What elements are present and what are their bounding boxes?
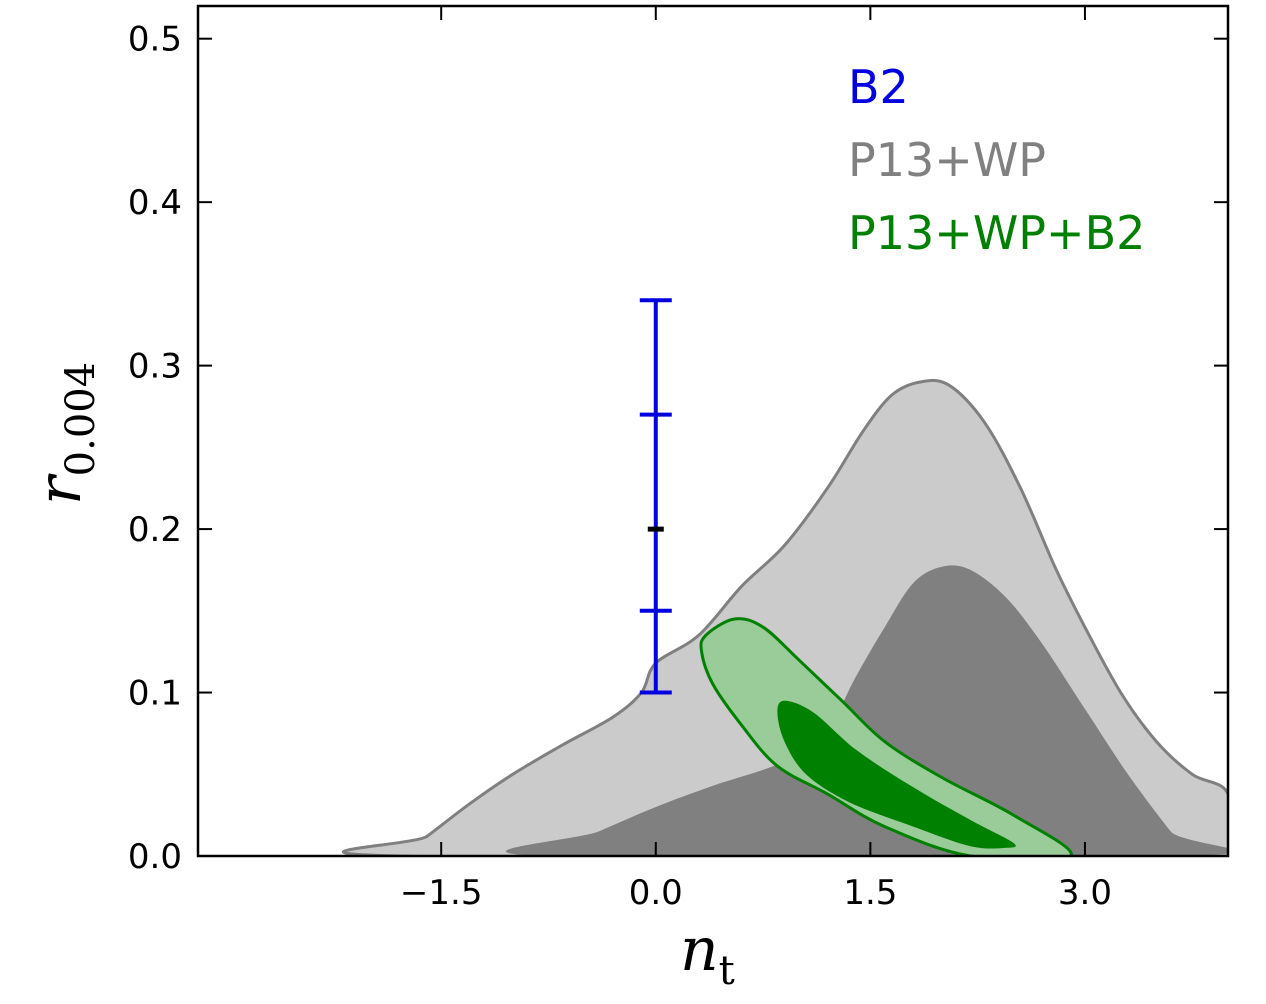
legend-entry-p13-wp-b2: P13+WP+B2 bbox=[848, 206, 1145, 260]
y-tick-label: 0.1 bbox=[128, 674, 182, 714]
legend-entry-b2: B2 bbox=[848, 60, 909, 114]
y-tick-label: 0.4 bbox=[128, 183, 182, 223]
legend-entry-p13-wp: P13+WP bbox=[848, 133, 1046, 187]
axis-ticks: −1.5 0.0 1.5 3.0 0.0 0.1 0.2 0.3 0.4 0.5 bbox=[128, 6, 1228, 913]
x-tick-label: 3.0 bbox=[1058, 873, 1112, 913]
x-tick-label: 0.0 bbox=[629, 873, 683, 913]
plot-frame bbox=[196, 4, 1230, 858]
y-axis-label: r0.004 bbox=[25, 362, 104, 505]
legend: B2 P13+WP P13+WP+B2 bbox=[848, 60, 1145, 260]
y-tick-label: 0.3 bbox=[128, 347, 182, 387]
x-axis-label: nt bbox=[680, 915, 735, 994]
x-tick-label: 1.5 bbox=[843, 873, 897, 913]
y-tick-label: 0.5 bbox=[128, 20, 182, 60]
y-tick-label: 0.2 bbox=[128, 510, 182, 550]
region-p13-wp-68 bbox=[506, 565, 1228, 856]
contour-regions bbox=[342, 378, 1228, 856]
y-tick-label: 0.0 bbox=[128, 837, 182, 877]
b2-errorbar bbox=[639, 298, 672, 695]
region-p13-wp-b2-68 bbox=[777, 700, 1016, 849]
x-tick-label: −1.5 bbox=[400, 873, 483, 913]
region-p13-wp-b2-95 bbox=[699, 617, 1073, 856]
